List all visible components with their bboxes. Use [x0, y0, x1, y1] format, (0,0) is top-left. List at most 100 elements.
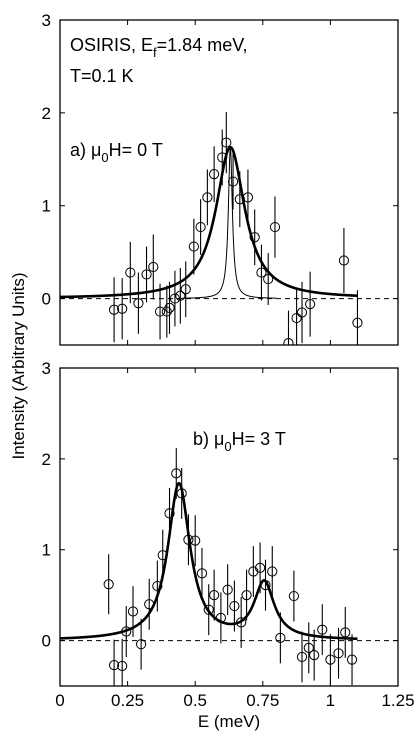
- panel-a: 0 1 2 3 OSIRIS, Ef=1.84 meV, T=0.1 K a) μ0H…: [42, 11, 399, 346]
- data-point-a-8: [164, 281, 175, 334]
- data-point-b-33: [333, 627, 344, 679]
- data-point-a-5: [148, 234, 159, 300]
- marker-b-4: [127, 606, 139, 617]
- data-point-b-32: [325, 634, 336, 686]
- data-point-b-34: [340, 606, 351, 658]
- data-point-a-22: [256, 244, 267, 301]
- marker-a-21: [249, 232, 260, 243]
- data-point-a-21: [249, 209, 260, 266]
- data-point-a-18: [227, 153, 239, 210]
- y-tick-label-a-0: 0: [42, 290, 51, 309]
- marker-a-13: [195, 221, 206, 233]
- marker-b-15: [203, 604, 214, 615]
- data-point-b-21: [241, 569, 252, 621]
- marker-a-0: [108, 304, 120, 315]
- marker-a-24: [269, 221, 281, 233]
- data-point-b-14: [196, 547, 208, 599]
- x-tick-label-3: 0.75: [246, 691, 279, 710]
- panel-a-annotation-line1: OSIRIS, Ef=1.84 meV,: [70, 35, 248, 60]
- marker-a-15: [209, 169, 220, 180]
- x-tick-label-4: 1: [326, 691, 335, 710]
- marker-a-9: [169, 293, 181, 304]
- marker-a-3: [133, 298, 144, 309]
- data-point-b-25: [267, 546, 278, 597]
- data-point-a-3: [133, 272, 144, 334]
- data-point-b-18: [222, 564, 233, 616]
- x-tick-label-0: 0: [55, 691, 64, 710]
- marker-a-6: [154, 306, 166, 317]
- marker-b-0: [103, 579, 114, 590]
- marker-a-18: [227, 176, 239, 187]
- marker-b-32: [325, 654, 336, 665]
- marker-b-22: [248, 566, 259, 577]
- y-tick-label-b-0: 0: [42, 632, 51, 651]
- data-point-a-20: [242, 169, 254, 226]
- panel-a-label: a) μ0H= 0 T: [70, 140, 163, 165]
- data-point-b-28: [296, 631, 308, 683]
- marker-b-19: [229, 600, 240, 612]
- marker-a-23: [263, 273, 274, 285]
- marker-b-28: [296, 651, 308, 663]
- data-point-a-10: [175, 267, 186, 324]
- y-tick-label-b-1: 1: [42, 541, 51, 560]
- marker-a-30: [352, 317, 363, 328]
- data-point-a-25: [283, 310, 294, 345]
- data-point-a-23: [263, 253, 274, 306]
- marker-b-10: [171, 468, 182, 479]
- data-point-b-0: [103, 554, 114, 615]
- data-point-a-12: [188, 218, 199, 275]
- x-tick-label-1: 0.25: [111, 691, 144, 710]
- data-point-b-16: [209, 569, 220, 621]
- marker-a-29: [338, 255, 350, 266]
- marker-b-35: [346, 654, 358, 665]
- marker-b-18: [222, 584, 233, 595]
- marker-b-34: [340, 627, 351, 638]
- marker-a-19: [234, 194, 245, 205]
- marker-b-14: [196, 568, 208, 579]
- marker-b-21: [241, 590, 252, 601]
- marker-a-27: [296, 307, 308, 318]
- data-point-a-30: [352, 290, 363, 345]
- data-point-a-1: [117, 278, 128, 340]
- fit-line-a-2: [181, 147, 277, 299]
- marker-a-11: [180, 284, 191, 295]
- marker-b-9: [164, 508, 175, 519]
- data-point-a-26: [291, 287, 302, 345]
- marker-a-26: [291, 312, 302, 324]
- fit-line-b-1: [60, 481, 358, 641]
- data-point-b-30: [309, 629, 320, 681]
- marker-b-26: [275, 632, 286, 643]
- marker-b-29: [303, 642, 314, 653]
- data-point-b-31: [317, 604, 328, 656]
- marker-b-7: [152, 580, 163, 592]
- y-tick-label-a-3: 3: [42, 11, 51, 30]
- panel-b: 0 1 2 3 0 0.25 0.5 0.75 1 1.25 b) μ0H= 3 T: [42, 359, 415, 710]
- y-axis-label: Intensity (Arbitrary Units): [9, 272, 28, 459]
- data-point-b-26: [275, 612, 286, 664]
- data-point-a-11: [180, 261, 191, 318]
- data-point-a-17: [221, 111, 232, 174]
- data-point-b-1: [108, 639, 120, 686]
- data-point-b-35: [346, 634, 358, 686]
- x-tick-label-2: 0.5: [183, 691, 207, 710]
- marker-a-8: [164, 302, 175, 313]
- marker-a-4: [141, 269, 152, 280]
- marker-b-31: [317, 624, 328, 635]
- data-point-a-0: [108, 277, 120, 343]
- data-point-b-27: [288, 570, 299, 622]
- panel-b-label: b) μ0H= 3 T: [193, 429, 286, 454]
- data-point-b-17: [215, 592, 226, 644]
- marker-b-16: [209, 590, 220, 601]
- marker-b-30: [309, 650, 320, 661]
- data-point-a-6: [154, 283, 166, 340]
- data-point-b-7: [152, 560, 163, 612]
- marker-b-23: [254, 562, 266, 573]
- panel-a-annotation-line2: T=0.1 K: [70, 66, 134, 86]
- marker-a-2: [125, 267, 136, 278]
- data-point-a-15: [209, 146, 220, 202]
- y-tick-label-a-2: 2: [42, 104, 51, 123]
- marker-b-27: [288, 590, 299, 602]
- marker-b-25: [267, 566, 278, 577]
- marker-b-33: [333, 648, 344, 659]
